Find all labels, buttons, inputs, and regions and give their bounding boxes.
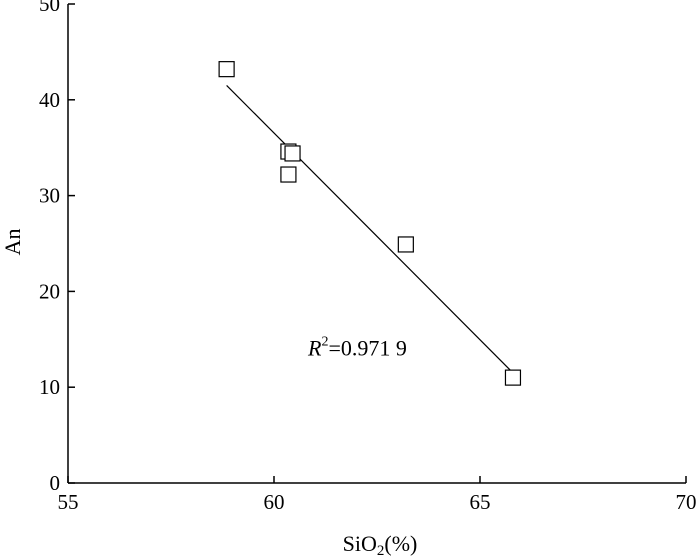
- x-axis-label-base: SiO: [343, 531, 377, 556]
- trendline-group: [226, 85, 514, 374]
- annotation-sup: 2: [321, 335, 328, 350]
- data-point-0: [218, 61, 235, 78]
- x-tick-label-65: 65: [470, 490, 491, 514]
- data-points: [218, 61, 522, 386]
- data-point-5: [504, 369, 522, 386]
- r-squared-annotation: R2=0.971 9: [307, 335, 407, 361]
- y-tick-label-20: 20: [39, 279, 60, 303]
- data-point-4: [397, 236, 414, 253]
- ticks: 55 60 65 70 0 10 20 30 40 50: [39, 0, 697, 514]
- y-tick-label-0: 0: [50, 471, 61, 495]
- y-tick-label-10: 10: [39, 375, 60, 399]
- x-axis-label: SiO2(%): [343, 531, 418, 557]
- y-axis-label: An: [0, 229, 25, 256]
- trendline: [226, 85, 514, 374]
- data-point-3: [280, 166, 297, 183]
- y-tick-label-40: 40: [39, 88, 60, 112]
- x-axis-label-sub: 2: [377, 543, 385, 557]
- data-point-2: [284, 145, 301, 162]
- x-axis-label-suffix: (%): [384, 531, 417, 556]
- annotation-var: R: [307, 336, 322, 361]
- axes: [67, 4, 686, 484]
- y-tick-label-30: 30: [39, 184, 60, 208]
- x-tick-label-70: 70: [676, 490, 697, 514]
- x-tick-label-55: 55: [58, 490, 79, 514]
- annotation-rest: =0.971 9: [328, 336, 406, 361]
- y-tick-label-50: 50: [39, 0, 60, 16]
- x-tick-label-60: 60: [264, 490, 285, 514]
